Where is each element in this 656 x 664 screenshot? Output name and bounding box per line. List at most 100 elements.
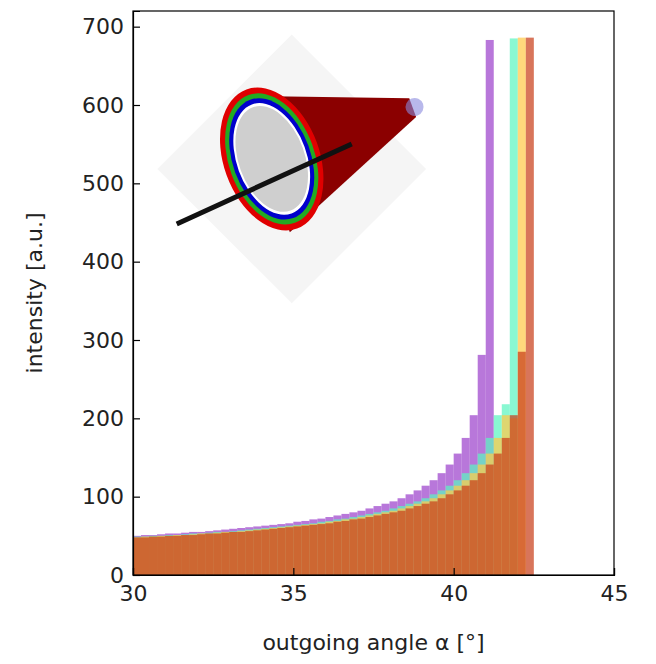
- tick-label: 200: [82, 406, 124, 431]
- histogram-bar: [245, 527, 253, 575]
- histogram-bar: [406, 508, 414, 575]
- tick-mark: [133, 418, 140, 419]
- histogram-bar: [478, 355, 486, 575]
- histogram-bar: [285, 526, 293, 575]
- histogram-bar: [446, 465, 454, 575]
- tick: 700: [82, 14, 140, 39]
- histogram-bar: [189, 534, 197, 575]
- tick-label: 500: [82, 171, 124, 196]
- histogram-bar: [221, 533, 229, 575]
- tick-label: 40: [440, 581, 468, 606]
- histogram-bar: [406, 494, 414, 575]
- histogram-bar: [374, 514, 382, 575]
- histogram-bar: [462, 438, 470, 575]
- histogram-bar: [462, 486, 470, 575]
- histogram-bar: [261, 529, 269, 575]
- histogram-bar: [398, 508, 406, 575]
- histogram-bar: [494, 454, 502, 575]
- histogram-bar: [430, 494, 438, 575]
- histogram-bar: [293, 525, 301, 575]
- histogram-bar: [349, 519, 357, 575]
- histogram-bar: [382, 504, 390, 575]
- plot-frame: [133, 11, 614, 575]
- histogram-bar: [454, 486, 462, 575]
- histogram-bar: [141, 537, 149, 575]
- histogram-bar: [486, 454, 494, 575]
- histogram-bar: [173, 533, 181, 575]
- histogram-bar: [365, 517, 373, 575]
- histogram-bar: [398, 498, 406, 575]
- histogram-bar: [454, 454, 462, 575]
- histogram-bar: [181, 533, 189, 575]
- histogram-bar: [333, 521, 341, 575]
- histogram-bar: [390, 512, 398, 575]
- histogram-bar: [406, 506, 414, 575]
- histogram-bar: [470, 480, 478, 575]
- histogram-bar: [197, 533, 205, 575]
- histogram-bar: [269, 528, 277, 575]
- series: [133, 40, 494, 575]
- histogram-bar: [317, 524, 325, 575]
- inset-background: [157, 35, 426, 304]
- histogram-bar: [301, 524, 309, 575]
- histogram-bar: [277, 528, 285, 575]
- tick: 35: [280, 568, 308, 606]
- histogram-bar: [133, 537, 141, 575]
- histogram-bar: [309, 524, 317, 575]
- x-axis: 30354045: [120, 568, 629, 606]
- histogram-bar: [221, 530, 229, 575]
- series: [133, 38, 518, 575]
- chart: 303540450100200300400500600700outgoing a…: [0, 0, 656, 664]
- histogram-bar: [438, 490, 446, 575]
- histogram-bar: [478, 473, 486, 575]
- histogram-bar: [390, 508, 398, 575]
- histogram-bar: [382, 514, 390, 575]
- bars: [133, 38, 534, 575]
- histogram-bar: [341, 519, 349, 575]
- histogram-bar: [430, 501, 438, 575]
- tick: 200: [82, 406, 140, 431]
- histogram-bar: [357, 511, 365, 575]
- histogram-bar: [245, 530, 253, 575]
- histogram-bar: [149, 537, 157, 575]
- histogram-bar: [253, 530, 261, 575]
- histogram-bar: [414, 506, 422, 575]
- histogram-bar: [446, 494, 454, 575]
- histogram-bar: [293, 522, 301, 575]
- histogram-bar: [277, 524, 285, 575]
- histogram-bar: [333, 522, 341, 575]
- histogram-bar: [414, 501, 422, 575]
- histogram-bar: [470, 415, 478, 575]
- tick-label: 600: [82, 93, 124, 118]
- tick: 45: [601, 568, 629, 606]
- histogram-bar: [181, 535, 189, 575]
- histogram-bar: [422, 501, 430, 575]
- series: [133, 38, 526, 575]
- histogram-bar: [382, 511, 390, 575]
- histogram-bar: [229, 529, 237, 575]
- histogram-bar: [374, 515, 382, 575]
- histogram-bar: [157, 536, 165, 575]
- histogram-bar: [446, 490, 454, 575]
- histogram-bar: [285, 526, 293, 575]
- tick-mark: [133, 497, 140, 498]
- histogram-bar: [229, 531, 237, 575]
- histogram-bar: [261, 530, 269, 575]
- histogram-bar: [390, 511, 398, 575]
- tick: 400: [82, 249, 140, 274]
- histogram-bar: [317, 523, 325, 575]
- histogram-bar: [285, 523, 293, 575]
- histogram-bar: [309, 523, 317, 575]
- histogram-bar: [277, 527, 285, 575]
- histogram-bar: [301, 521, 309, 575]
- tick-mark: [133, 575, 140, 576]
- histogram-bar: [261, 526, 269, 575]
- x-axis-title: outgoing angle α [°]: [262, 630, 484, 655]
- histogram-bar: [333, 519, 341, 575]
- tick-mark: [133, 262, 140, 263]
- histogram-bar: [357, 515, 365, 575]
- histogram-bar: [189, 532, 197, 575]
- tick-mark: [133, 183, 140, 184]
- histogram-bar: [141, 537, 149, 575]
- tick-label: 100: [82, 484, 124, 509]
